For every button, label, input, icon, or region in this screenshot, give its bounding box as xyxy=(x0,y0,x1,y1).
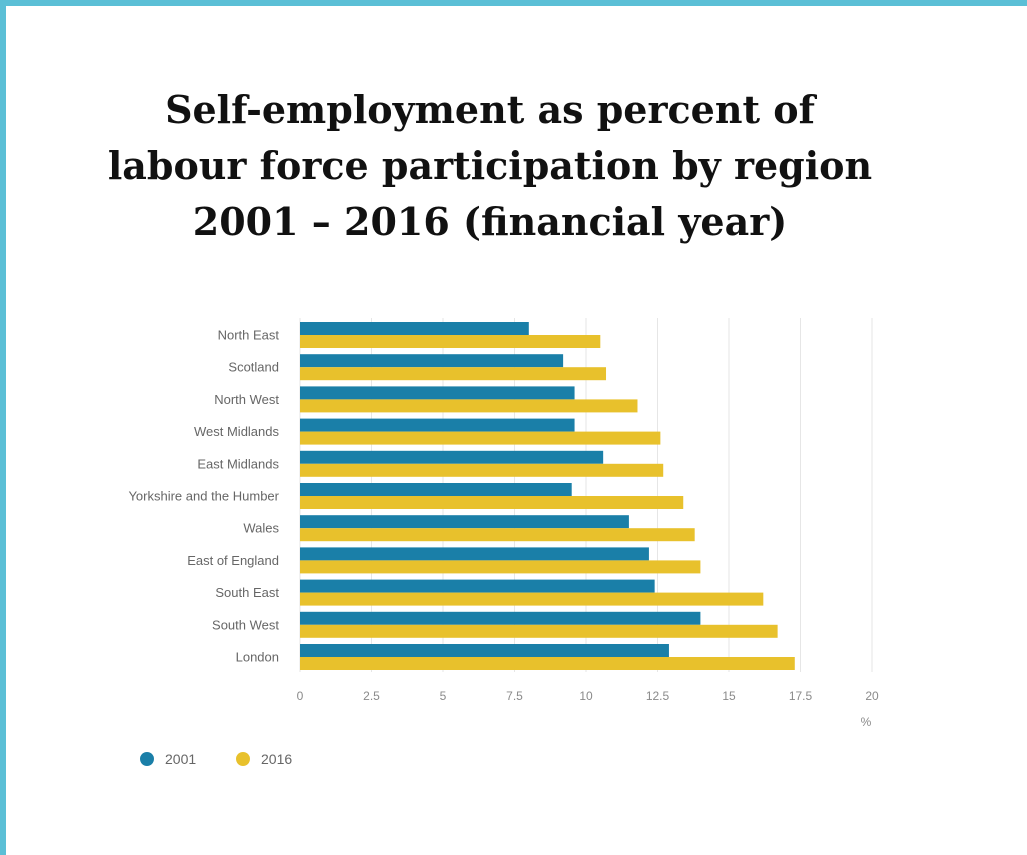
category-label: East Midlands xyxy=(197,456,279,471)
legend-swatch xyxy=(140,752,154,766)
bars xyxy=(300,322,795,670)
bar-2001-scotland xyxy=(300,354,564,368)
bar-2001-west-midlands xyxy=(300,418,575,432)
chart-title: Self-employment as percent of labour for… xyxy=(107,87,873,244)
legend-label: 2001 xyxy=(165,751,196,767)
x-tick-label: 5 xyxy=(440,689,447,703)
category-label: South West xyxy=(212,617,279,632)
chart-title-container: Self-employment as percent of labour for… xyxy=(100,82,880,280)
bar-2016-east-midlands xyxy=(300,463,664,477)
bar-2001-yorkshire-and-the-humber xyxy=(300,483,572,496)
category-label: Scotland xyxy=(228,360,279,375)
bar-2001-east-of-england xyxy=(300,547,649,561)
bar-2016-wales xyxy=(300,528,695,542)
legend-label: 2016 xyxy=(261,751,292,767)
bar-2016-london xyxy=(300,657,795,670)
bar-2016-north-west xyxy=(300,399,638,413)
x-tick-label: 17.5 xyxy=(789,689,813,703)
x-tick-label: 15 xyxy=(722,689,736,703)
bar-2001-south-east xyxy=(300,579,655,593)
x-unit-label: % xyxy=(861,715,872,729)
bar-2016-south-west xyxy=(300,624,778,638)
bar-2001-north-west xyxy=(300,386,575,400)
bar-2016-scotland xyxy=(300,367,607,381)
x-tick-label: 12.5 xyxy=(646,689,670,703)
category-label: London xyxy=(236,650,279,665)
x-tick-label: 2.5 xyxy=(363,689,380,703)
legend: 2001 2016 xyxy=(140,751,292,767)
bar-2001-east-midlands xyxy=(300,450,604,464)
category-label: West Midlands xyxy=(194,424,280,439)
x-tick-label: 20 xyxy=(865,689,879,703)
x-tick-label: 10 xyxy=(579,689,593,703)
legend-swatch xyxy=(236,752,250,766)
x-tick-label: 7.5 xyxy=(506,689,523,703)
bar-2001-london xyxy=(300,644,669,657)
category-label: Wales xyxy=(243,521,279,536)
x-tick-label: 0 xyxy=(297,689,304,703)
bar-2016-north-east xyxy=(300,335,601,348)
bar-2016-west-midlands xyxy=(300,431,661,445)
category-label: East of England xyxy=(187,553,279,568)
category-labels: North East Scotland North West West Midland… xyxy=(128,328,279,665)
bar-2016-south-east xyxy=(300,592,764,606)
bar-2016-yorkshire-and-the-humber xyxy=(300,496,684,509)
bar-2001-south-west xyxy=(300,611,701,625)
category-label: North West xyxy=(214,392,279,407)
x-tick-labels: 0 2.5 5 7.5 10 12.5 15 17.5 20 xyxy=(297,689,879,703)
bar-2001-wales xyxy=(300,515,629,529)
category-label: Yorkshire and the Humber xyxy=(128,489,279,504)
bar-2016-east-of-england xyxy=(300,560,701,574)
category-label: South East xyxy=(215,585,279,600)
category-label: North East xyxy=(218,328,280,343)
bar-2001-north-east xyxy=(300,322,529,335)
